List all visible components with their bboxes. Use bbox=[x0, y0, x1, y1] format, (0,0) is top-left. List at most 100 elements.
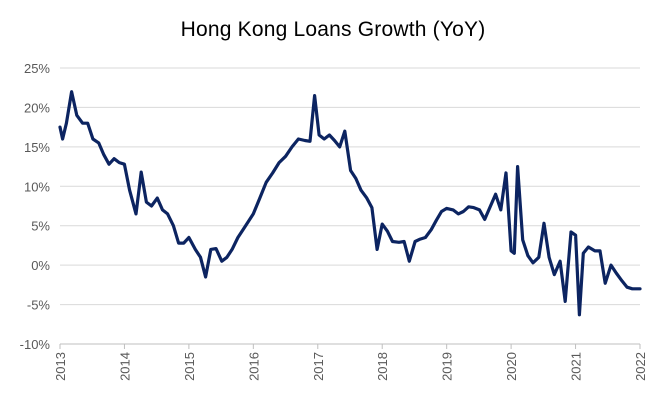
data-point bbox=[314, 95, 316, 97]
data-point bbox=[328, 134, 330, 136]
x-tick-label: 2022 bbox=[633, 352, 648, 381]
data-point bbox=[594, 250, 596, 252]
data-point bbox=[161, 209, 164, 211]
data-point bbox=[76, 114, 78, 116]
data-point bbox=[548, 256, 550, 258]
x-tick-labels: 2013 2014 2015 2016 2017 2018 2019 2020 2021 2022 bbox=[53, 352, 648, 381]
data-point bbox=[626, 286, 628, 288]
data-point bbox=[478, 209, 481, 211]
x-tick-label: 2017 bbox=[311, 352, 326, 381]
data-point bbox=[123, 163, 125, 165]
data-point bbox=[172, 225, 174, 227]
chart-title: Hong Kong Loans Growth (YoY) bbox=[180, 18, 486, 41]
data-point bbox=[344, 130, 346, 132]
data-point bbox=[188, 236, 190, 239]
data-point bbox=[604, 282, 606, 284]
data-point bbox=[360, 189, 362, 191]
x-tick-label: 2019 bbox=[440, 352, 455, 381]
data-point bbox=[527, 255, 529, 257]
data-point bbox=[457, 213, 459, 215]
data-point bbox=[513, 252, 515, 254]
data-point bbox=[252, 213, 254, 215]
data-point bbox=[87, 122, 89, 124]
data-point bbox=[355, 177, 357, 179]
data-point bbox=[156, 197, 158, 199]
data-point bbox=[242, 229, 244, 231]
data-point bbox=[489, 207, 491, 209]
y-tick-label: 0% bbox=[31, 258, 50, 273]
data-point bbox=[215, 248, 217, 250]
data-point bbox=[350, 169, 352, 172]
y-tick-label: 20% bbox=[24, 100, 50, 115]
data-point bbox=[210, 248, 212, 250]
data-point bbox=[532, 262, 534, 264]
data-point bbox=[221, 260, 223, 262]
data-point bbox=[419, 238, 421, 240]
data-point bbox=[265, 181, 267, 183]
data-point bbox=[304, 139, 306, 142]
x-tick-label: 2015 bbox=[182, 352, 197, 381]
data-point bbox=[639, 288, 641, 290]
data-point bbox=[538, 256, 540, 258]
data-point bbox=[237, 236, 239, 239]
data-point bbox=[403, 240, 405, 243]
data-point bbox=[430, 229, 432, 231]
y-tick-labels: 25% 20% 15% 10% 5% 0% -5% -10% bbox=[20, 61, 51, 352]
y-tick-label: -10% bbox=[20, 337, 51, 352]
data-point bbox=[65, 122, 67, 124]
data-point bbox=[564, 300, 566, 302]
data-point bbox=[62, 138, 64, 140]
data-point bbox=[318, 134, 320, 136]
y-tick-label: 5% bbox=[31, 219, 50, 234]
data-point bbox=[510, 250, 512, 252]
data-point bbox=[621, 280, 623, 282]
data-point bbox=[333, 139, 336, 142]
data-point bbox=[495, 193, 497, 195]
data-point bbox=[631, 288, 633, 290]
data-point bbox=[587, 246, 590, 248]
data-point bbox=[92, 138, 94, 140]
x-tick-label: 2021 bbox=[569, 352, 584, 381]
data-point bbox=[183, 242, 185, 244]
series-line bbox=[58, 90, 642, 317]
data-point bbox=[398, 241, 400, 243]
data-point bbox=[376, 248, 378, 250]
x-tick-label: 2013 bbox=[53, 352, 68, 381]
data-point bbox=[366, 197, 368, 199]
data-point bbox=[599, 250, 601, 252]
data-point bbox=[570, 231, 572, 233]
data-point bbox=[82, 122, 84, 124]
data-point bbox=[194, 248, 196, 250]
data-point bbox=[339, 146, 341, 148]
data-point bbox=[582, 252, 584, 254]
axes bbox=[59, 343, 641, 349]
data-point bbox=[135, 213, 137, 215]
data-point bbox=[473, 207, 475, 209]
data-point bbox=[610, 264, 612, 266]
data-point bbox=[505, 172, 507, 174]
data-point bbox=[414, 240, 416, 243]
data-point bbox=[381, 223, 383, 225]
data-point bbox=[391, 240, 394, 243]
data-point bbox=[575, 234, 577, 236]
data-point bbox=[446, 207, 448, 209]
data-point bbox=[145, 201, 147, 203]
y-tick-label: -5% bbox=[27, 298, 51, 313]
data-point bbox=[226, 256, 228, 258]
data-point bbox=[462, 210, 464, 213]
x-tick-label: 2014 bbox=[117, 352, 132, 381]
data-point bbox=[517, 166, 519, 168]
data-point bbox=[129, 189, 131, 191]
y-tick-label: 10% bbox=[24, 179, 50, 194]
data-point bbox=[435, 219, 437, 221]
data-point bbox=[559, 260, 561, 262]
data-point bbox=[71, 91, 73, 93]
data-point bbox=[297, 138, 299, 140]
data-point bbox=[108, 163, 110, 165]
data-point bbox=[231, 248, 233, 250]
data-point bbox=[452, 209, 454, 211]
x-tick-label: 2016 bbox=[246, 352, 261, 381]
gridlines bbox=[60, 67, 640, 306]
data-point bbox=[98, 142, 100, 144]
